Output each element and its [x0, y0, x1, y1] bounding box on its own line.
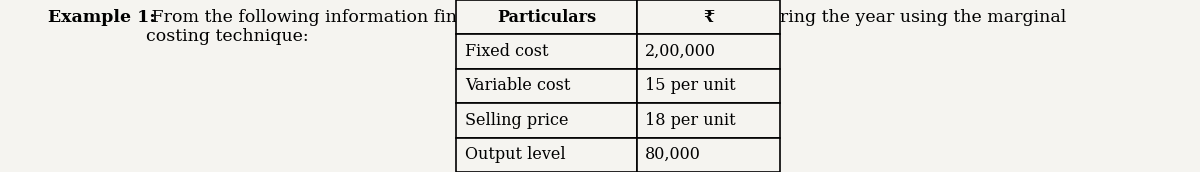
Text: From the following information find out the amount of profit earned during the y: From the following information find out …	[146, 9, 1067, 45]
Text: Example 1:: Example 1:	[48, 9, 156, 26]
